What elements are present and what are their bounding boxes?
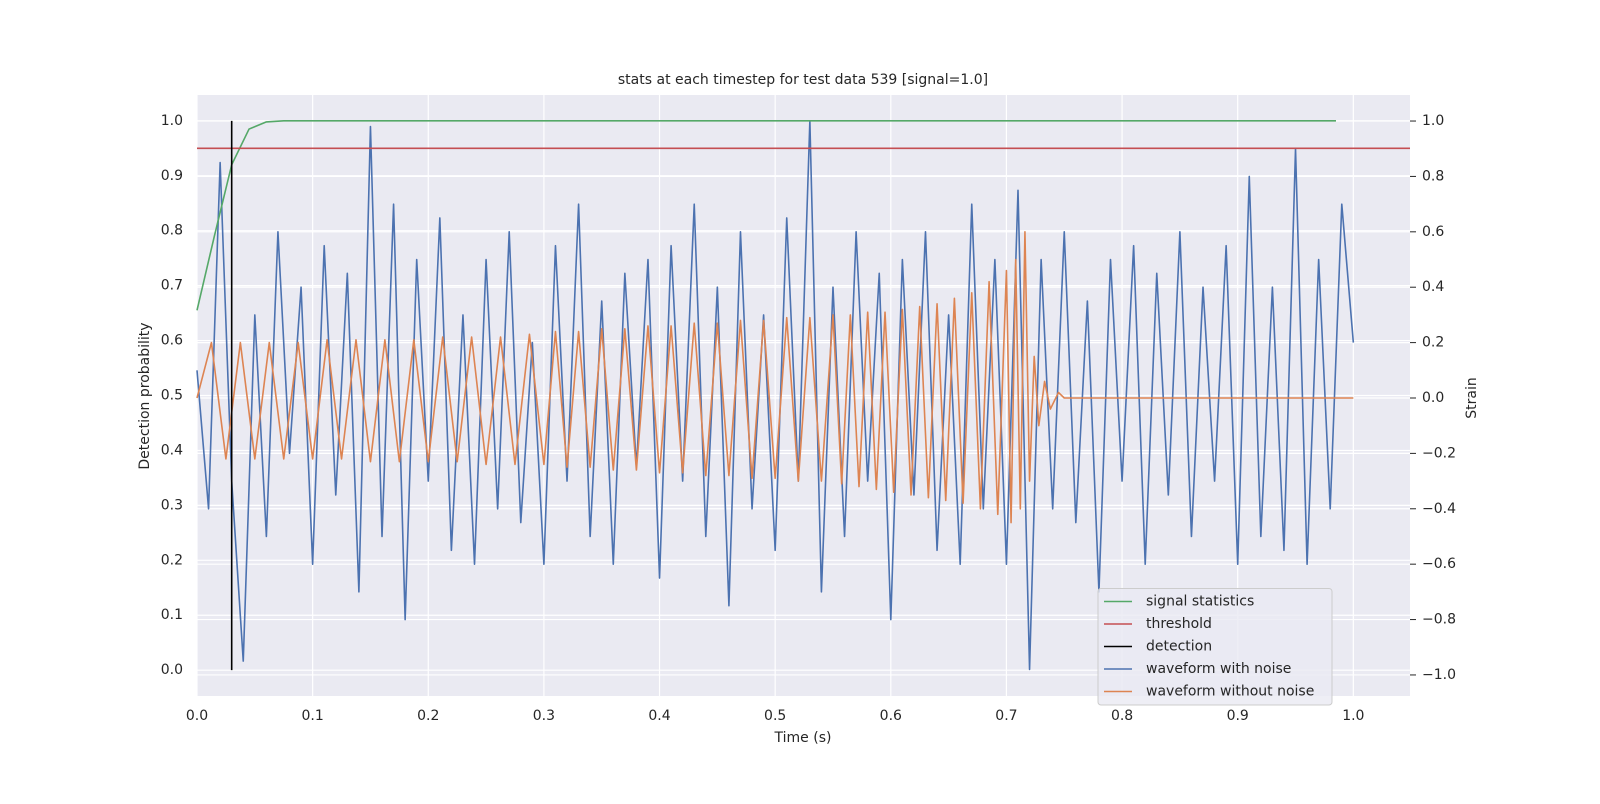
y-tick-label: 0.8 (161, 223, 183, 239)
legend-label: waveform without noise (1146, 684, 1314, 700)
x-axis-label: Time (s) (774, 730, 832, 746)
y-axis-label: Detection probability (137, 322, 153, 469)
series-line (196, 120, 1336, 311)
y2-tick-label: −0.8 (1422, 612, 1456, 628)
y-tick-label: 0.3 (161, 497, 183, 513)
x-tick-label: 0.3 (533, 708, 555, 724)
x-tick-label: 0.0 (186, 708, 208, 724)
x-tick-label: 0.2 (417, 708, 439, 724)
legend-label: signal statistics (1146, 594, 1254, 610)
series-line (196, 120, 1355, 671)
y2-tick-label: −0.6 (1422, 556, 1456, 572)
y-tick-label: 0.0 (161, 662, 183, 678)
y2-tick-label: −0.2 (1422, 445, 1456, 461)
x-tick-label: 0.9 (1227, 708, 1249, 724)
x-tick-label: 0.6 (880, 708, 902, 724)
series-line (196, 231, 1354, 524)
y-tick-label: 0.6 (161, 333, 183, 349)
legend-label: threshold (1146, 616, 1212, 632)
y-tick-label: 0.2 (161, 552, 183, 568)
y-tick-label: 1.0 (161, 113, 183, 129)
y2-tick-label: 0.8 (1422, 168, 1444, 184)
legend-label: waveform with noise (1146, 661, 1291, 677)
x-tick-label: 0.8 (1111, 708, 1133, 724)
y2-tick-label: 1.0 (1422, 113, 1444, 129)
y-tick-label: 0.5 (161, 388, 183, 404)
y2-axis-label: Strain (1464, 377, 1480, 418)
y-tick-label: 0.9 (161, 168, 183, 184)
legend-label: detection (1146, 639, 1212, 655)
y2-tick-label: 0.0 (1422, 390, 1444, 406)
x-tick-label: 0.1 (302, 708, 324, 724)
x-tick-label: 1.0 (1342, 708, 1364, 724)
x-tick-label: 0.5 (764, 708, 786, 724)
x-tick-label: 0.7 (995, 708, 1017, 724)
y2-tick-label: 0.6 (1422, 224, 1444, 240)
y-tick-label: 0.4 (161, 442, 183, 458)
y2-tick-label: −0.4 (1422, 501, 1456, 517)
y2-tick-label: −1.0 (1422, 667, 1456, 683)
y2-tick-label: 0.4 (1422, 279, 1444, 295)
legend-box (1097, 588, 1333, 706)
chart-title: stats at each timestep for test data 539… (618, 72, 988, 88)
y-tick-label: 0.1 (161, 607, 183, 623)
x-tick-label: 0.4 (648, 708, 670, 724)
y-tick-label: 0.7 (161, 278, 183, 294)
y2-tick-label: 0.2 (1422, 335, 1444, 351)
